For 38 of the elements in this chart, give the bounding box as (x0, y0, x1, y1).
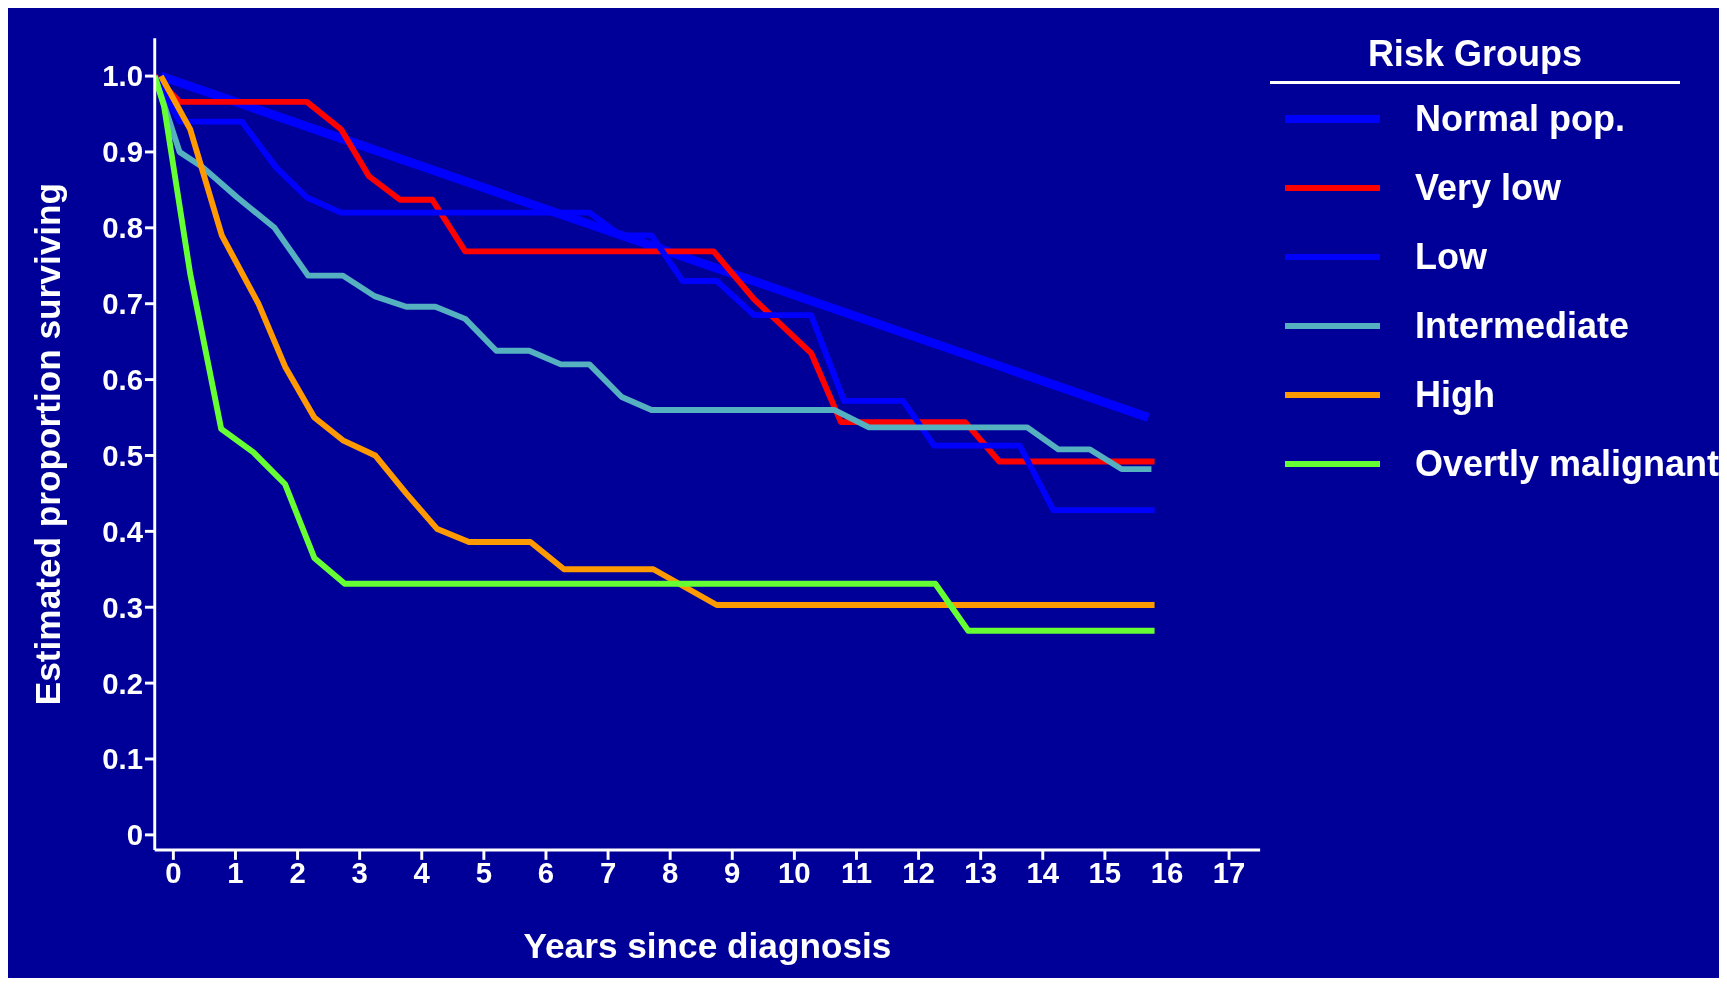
x-tick-label: 6 (537, 855, 555, 889)
x-tick-label: 5 (475, 855, 493, 889)
legend-title: Risk Groups (1269, 33, 1680, 84)
x-tick-label: 3 (351, 855, 368, 889)
y-tick-label: 0.2 (102, 666, 143, 700)
x-tick-label: 1 (227, 855, 244, 889)
y-tick-label: 0.6 (102, 363, 143, 397)
y-tick-label: 1.0 (102, 59, 143, 93)
x-tick-label: 0 (165, 855, 182, 889)
x-tick-label: 12 (902, 855, 935, 889)
x-tick-label: 14 (1026, 855, 1060, 889)
y-axis-title: Estimated proportion surviving (27, 182, 67, 706)
x-tick-label: 13 (964, 855, 997, 889)
legend-label: Low (1414, 235, 1487, 278)
y-tick-label: 0.1 (102, 742, 143, 776)
y-tick-label: 0.4 (102, 514, 144, 548)
x-axis-title: Years since diagnosis (523, 925, 892, 965)
x-tick-label: 17 (1212, 855, 1246, 889)
x-tick-label: 11 (840, 855, 872, 889)
x-tick-label: 7 (599, 855, 617, 889)
x-tick-label: 4 (413, 855, 431, 889)
legend-label: Overtly malignant (1414, 442, 1719, 485)
y-tick-label: 0.7 (102, 287, 143, 321)
legend-label: Normal pop. (1414, 97, 1625, 140)
x-tick-label: 2 (289, 855, 306, 889)
y-tick-label: 0.5 (102, 438, 143, 472)
x-tick-label: 10 (778, 855, 811, 889)
y-tick-label: 0.9 (102, 135, 143, 169)
x-tick-label: 16 (1150, 855, 1184, 889)
x-tick-label: 15 (1088, 855, 1122, 889)
x-tick-label: 8 (662, 855, 679, 889)
y-tick-label: 0.8 (102, 211, 143, 245)
legend-label: Very low (1414, 166, 1561, 209)
y-tick-label: 0.3 (102, 590, 143, 624)
y-tick-label: 0 (126, 818, 143, 852)
x-tick-label: 9 (724, 855, 741, 889)
legend-label: High (1414, 373, 1495, 416)
legend-label: Intermediate (1414, 304, 1629, 347)
